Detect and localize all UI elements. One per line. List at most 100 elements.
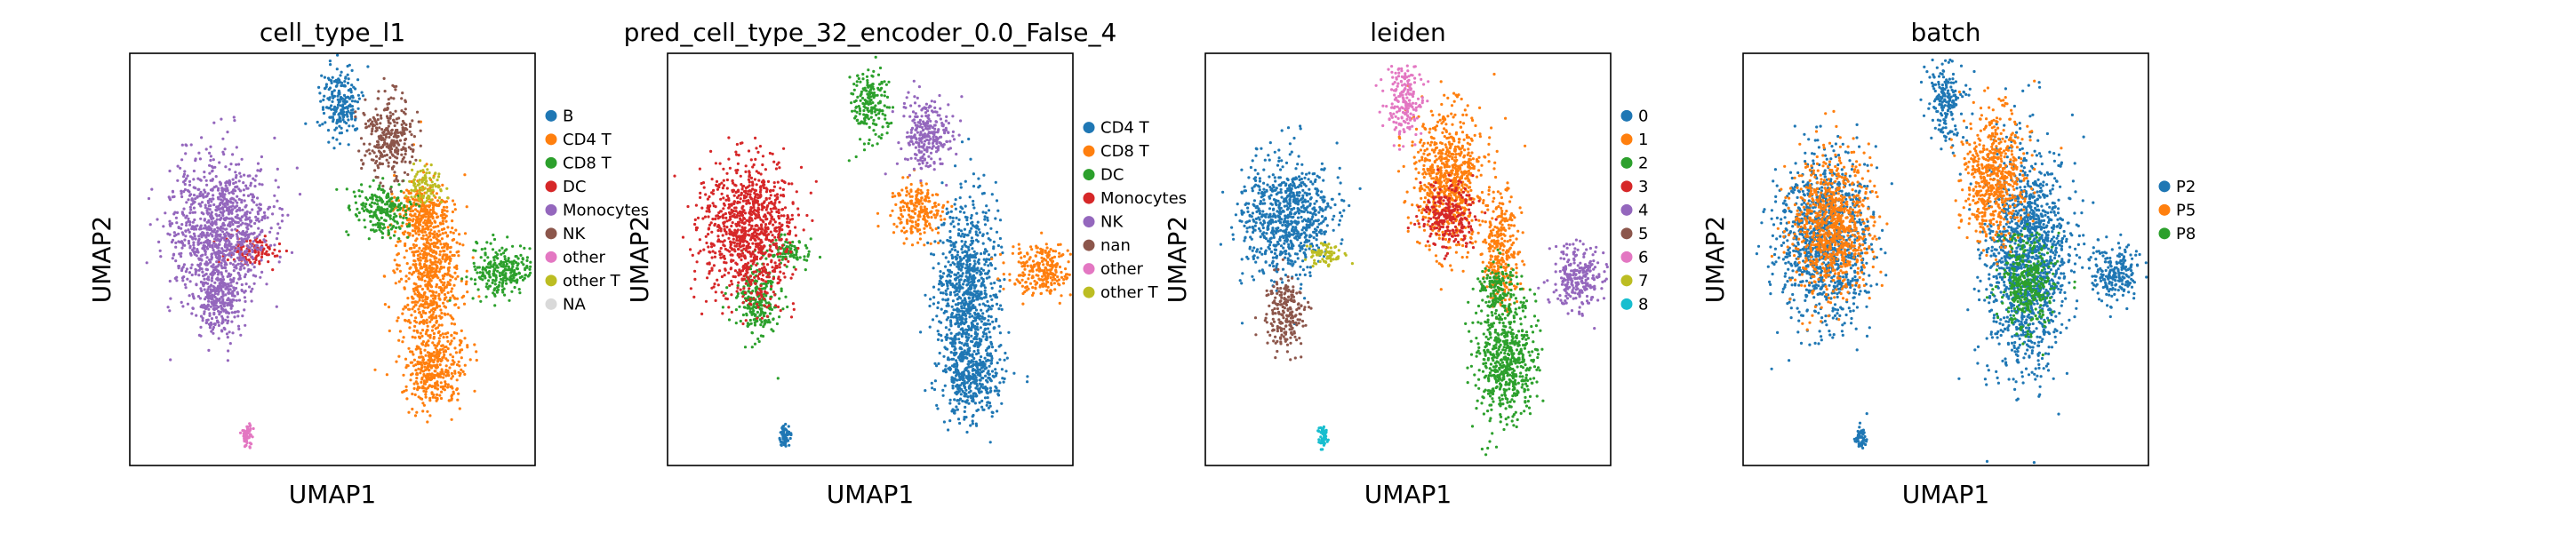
- point: [411, 372, 414, 376]
- point: [517, 271, 521, 274]
- point: [960, 341, 964, 345]
- point: [437, 292, 441, 296]
- point: [397, 338, 401, 342]
- point: [168, 309, 172, 313]
- point: [383, 90, 387, 93]
- point: [228, 168, 231, 171]
- point: [941, 241, 945, 244]
- point: [401, 119, 404, 123]
- point: [406, 303, 410, 306]
- point: [438, 363, 442, 367]
- point: [424, 332, 428, 336]
- point: [213, 281, 217, 284]
- point: [192, 251, 196, 254]
- point: [207, 348, 211, 352]
- point: [994, 180, 997, 184]
- point: [239, 175, 243, 179]
- point: [460, 341, 463, 345]
- point: [440, 358, 444, 362]
- scatter-points-1: [673, 55, 1072, 448]
- point: [354, 213, 357, 217]
- point: [387, 130, 390, 134]
- point: [436, 216, 439, 219]
- point: [961, 358, 964, 362]
- point: [215, 238, 219, 243]
- point: [425, 379, 428, 384]
- point: [994, 368, 997, 371]
- point: [477, 275, 482, 279]
- point: [348, 87, 352, 91]
- point: [190, 263, 194, 266]
- point: [420, 275, 424, 279]
- point: [940, 223, 944, 227]
- point: [242, 194, 245, 197]
- point: [953, 273, 956, 276]
- point: [971, 296, 974, 299]
- point: [248, 246, 252, 250]
- point: [402, 129, 405, 133]
- point: [343, 80, 347, 84]
- point: [965, 251, 969, 254]
- point: [223, 204, 227, 209]
- point: [501, 281, 505, 284]
- point: [378, 156, 381, 161]
- point: [403, 142, 406, 146]
- point: [495, 264, 499, 267]
- point: [204, 179, 208, 182]
- point: [397, 264, 401, 267]
- point: [486, 287, 490, 290]
- legend-marker: [545, 133, 557, 146]
- point: [192, 243, 196, 247]
- point: [978, 184, 981, 187]
- point: [401, 179, 404, 183]
- point: [432, 194, 436, 197]
- point: [439, 243, 443, 246]
- point: [391, 207, 395, 211]
- point: [962, 384, 965, 387]
- point: [184, 286, 188, 290]
- point: [223, 233, 227, 236]
- point: [987, 264, 990, 267]
- point: [411, 335, 414, 338]
- legend-marker: [545, 156, 557, 169]
- legend-marker: [545, 298, 557, 310]
- point: [420, 376, 424, 379]
- point: [460, 356, 463, 360]
- point: [204, 203, 207, 207]
- point: [387, 231, 390, 235]
- point: [462, 302, 467, 306]
- point: [453, 297, 457, 300]
- point: [437, 270, 441, 274]
- point: [262, 211, 267, 214]
- point: [190, 273, 194, 277]
- point: [413, 195, 417, 198]
- series-b: [304, 53, 370, 150]
- point: [966, 311, 970, 314]
- point: [948, 358, 951, 362]
- point: [976, 220, 980, 224]
- point: [936, 338, 940, 341]
- point: [426, 351, 429, 354]
- point: [212, 249, 215, 252]
- point: [1026, 375, 1029, 378]
- point: [336, 94, 340, 98]
- point: [412, 358, 416, 362]
- point: [220, 259, 224, 262]
- point: [385, 153, 388, 157]
- point: [433, 370, 436, 373]
- point: [425, 222, 428, 226]
- point: [412, 386, 416, 390]
- point: [428, 399, 432, 402]
- point: [998, 236, 1002, 241]
- point: [341, 118, 345, 122]
- point: [238, 254, 242, 258]
- point: [974, 422, 978, 426]
- point: [413, 393, 417, 396]
- point: [511, 262, 516, 266]
- point: [199, 217, 203, 220]
- point: [396, 152, 400, 155]
- point: [488, 284, 492, 288]
- point: [245, 222, 249, 226]
- point: [932, 296, 936, 299]
